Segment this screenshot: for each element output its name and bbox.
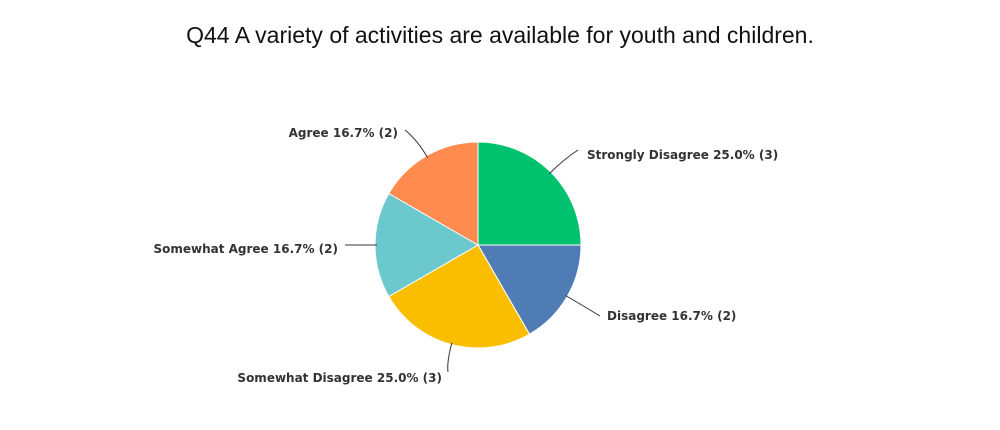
leader-line — [549, 149, 579, 174]
pie-slice-strongly-disagree — [477, 141, 582, 246]
chart-title: Q44 A variety of activities are availabl… — [186, 22, 814, 48]
leader-lines — [345, 129, 601, 373]
leader-line — [565, 295, 601, 317]
slice-label: Strongly Disagree 25.0% (3) — [587, 148, 778, 162]
leader-line — [404, 129, 428, 158]
slice-label: Somewhat Agree 16.7% (2) — [153, 242, 338, 256]
slice-label: Disagree 16.7% (2) — [607, 309, 736, 323]
slice-label: Agree 16.7% (2) — [289, 126, 398, 140]
slice-label: Somewhat Disagree 25.0% (3) — [237, 371, 442, 385]
leader-line — [447, 342, 453, 373]
slice-labels: Strongly Disagree 25.0% (3) Disagree 16.7… — [153, 126, 778, 385]
